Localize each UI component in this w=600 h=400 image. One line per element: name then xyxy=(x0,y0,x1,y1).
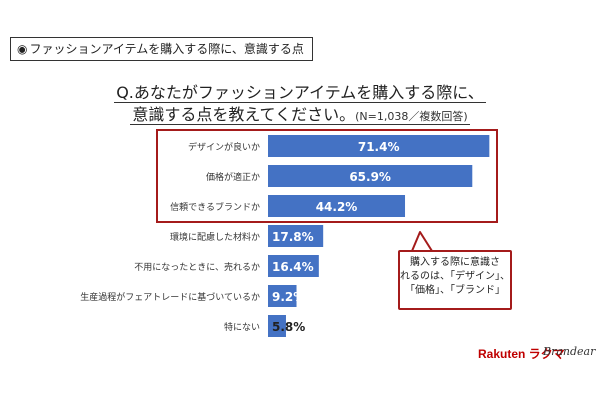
value-label: 5.8% xyxy=(272,320,305,334)
callout-line: 購入する際に意識さ xyxy=(410,257,500,268)
category-label: 価格が適正か xyxy=(206,171,260,183)
value-label: 17.8% xyxy=(272,230,314,244)
bar-7 xyxy=(268,315,286,337)
question-line-1-text: Q.あなたがファッションアイテムを購入する際に、 xyxy=(114,83,486,103)
category-label: 生産過程がフェアトレードに基づいているか xyxy=(80,291,260,303)
topic-tag-text: ファッションアイテムを購入する際に、意識する点 xyxy=(29,42,304,56)
question-line-1: Q.あなたがファッションアイテムを購入する際に、 xyxy=(0,79,600,103)
radio-bullet-icon: ◉ xyxy=(17,42,28,56)
value-label: 65.9% xyxy=(349,170,391,184)
value-label: 71.4% xyxy=(358,140,400,154)
bar-1 xyxy=(268,135,490,157)
value-label: 44.2% xyxy=(316,200,358,214)
topic-tag: ◉ ファッションアイテムを購入する際に、意識する点 xyxy=(10,37,313,61)
rakuten-rakuma-logo: Rakuten ラクマ xyxy=(478,347,565,361)
question-note: (N=1,038／複数回答) xyxy=(355,110,468,123)
question-line-2-underline: 意識する点を教えてください。(N=1,038／複数回答) xyxy=(130,105,470,125)
category-label: デザインが良いか xyxy=(188,141,260,153)
category-label: 不用になったときに、売れるか xyxy=(134,261,260,273)
question-line-2: 意識する点を教えてください。(N=1,038／複数回答) xyxy=(0,101,600,125)
callout-pointer xyxy=(411,231,433,252)
bar-4 xyxy=(268,225,324,247)
callout-line: 「価格」、「ブランド」 xyxy=(405,285,505,296)
brandear-logo: Brandear xyxy=(543,345,596,358)
callout-line: れるのは、「デザイン」、 xyxy=(400,271,510,282)
bar-2 xyxy=(268,165,473,187)
category-label: 特にない xyxy=(224,321,260,333)
callout-box: 購入する際に意識さ れるのは、「デザイン」、 「価格」、「ブランド」 xyxy=(398,250,512,310)
value-label: 9.2% xyxy=(272,290,305,304)
bar-3 xyxy=(268,195,406,217)
question-line-2-text: 意識する点を教えてください。 xyxy=(132,105,356,124)
value-label: 16.4% xyxy=(272,260,314,274)
category-label: 信頼できるブランドか xyxy=(170,201,260,213)
highlight-frame xyxy=(156,129,498,223)
bar-6 xyxy=(268,285,297,307)
bar-5 xyxy=(268,255,319,277)
category-label: 環境に配慮した材料か xyxy=(170,231,260,243)
